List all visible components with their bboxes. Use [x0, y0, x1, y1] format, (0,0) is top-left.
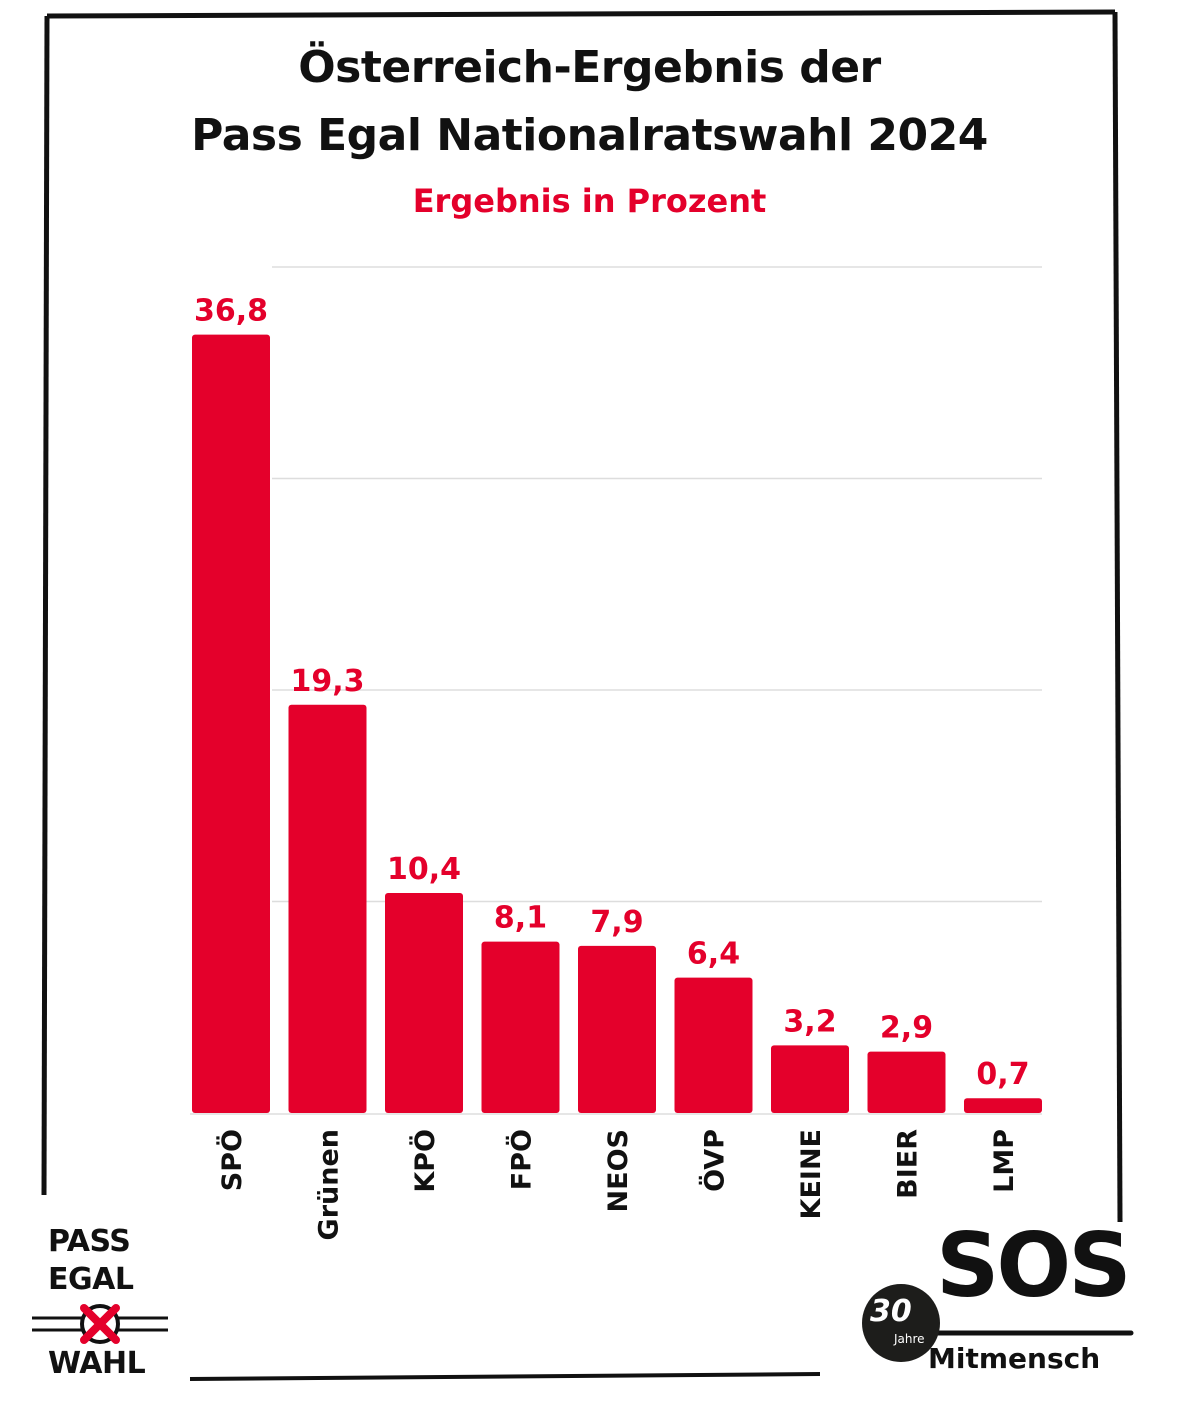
category-label: FPÖ: [505, 1129, 538, 1190]
logo-mitmensch-text: Mitmensch: [928, 1342, 1101, 1375]
data-label: 8,1: [494, 901, 547, 936]
category-label: BIER: [893, 1129, 924, 1199]
category-label: KPÖ: [408, 1129, 441, 1193]
pass-egal-wahl-logo: PASS EGAL WAHL: [30, 1222, 180, 1387]
logo-word-wahl: WAHL: [48, 1346, 146, 1381]
chart-subtitle: Ergebnis in Prozent: [412, 182, 767, 220]
bar-BIER: [867, 1051, 946, 1113]
chart-title-line-1: Österreich-Ergebnis der: [298, 42, 881, 93]
category-label: KEINE: [796, 1129, 827, 1219]
logo-underline: [926, 1330, 1134, 1336]
logo-word-pass: PASS: [48, 1224, 131, 1259]
data-label: 6,4: [687, 937, 740, 972]
logo-sos-text: SOS: [936, 1214, 1132, 1317]
anniversary-badge: 30 Jahre: [862, 1284, 940, 1362]
chart-title-line-2: Pass Egal Nationalratswahl 2024: [191, 110, 988, 161]
data-label: 3,2: [783, 1004, 836, 1039]
category-label: Grünen: [314, 1129, 345, 1240]
data-label: 10,4: [387, 852, 461, 887]
bar-FPÖ: [481, 941, 560, 1113]
bar-ÖVP: [674, 977, 753, 1113]
logo-word-egal: EGAL: [48, 1262, 134, 1297]
data-label: 2,9: [880, 1011, 933, 1046]
category-label: SPÖ: [215, 1129, 248, 1191]
bar-NEOS: [578, 945, 656, 1113]
bar-LMP: [964, 1098, 1042, 1113]
category-label: LMP: [989, 1129, 1020, 1193]
bar-SPÖ: [192, 334, 270, 1113]
bar-chart: 36,8 SPÖ 19,3 Grünen 10,4 KPÖ 8,1 FPÖ 7,9 NEOS 6,4…: [190, 266, 1042, 1240]
bar-KPÖ: [385, 893, 463, 1113]
sos-mitmensch-logo: SOS 30 Jahre Mitmensch: [856, 1214, 1146, 1388]
ballot-cross-icon: [32, 1304, 168, 1344]
data-label: 36,8: [194, 294, 268, 329]
data-label: 7,9: [590, 905, 643, 940]
bar-KEINE: [771, 1045, 849, 1113]
bar-Grünen: [288, 704, 367, 1113]
badge-number: 30: [870, 1294, 912, 1329]
category-label: ÖVP: [698, 1129, 731, 1192]
data-label: 0,7: [976, 1057, 1029, 1092]
category-label: NEOS: [603, 1129, 634, 1212]
badge-text: Jahre: [894, 1332, 925, 1346]
data-label: 19,3: [290, 664, 364, 699]
